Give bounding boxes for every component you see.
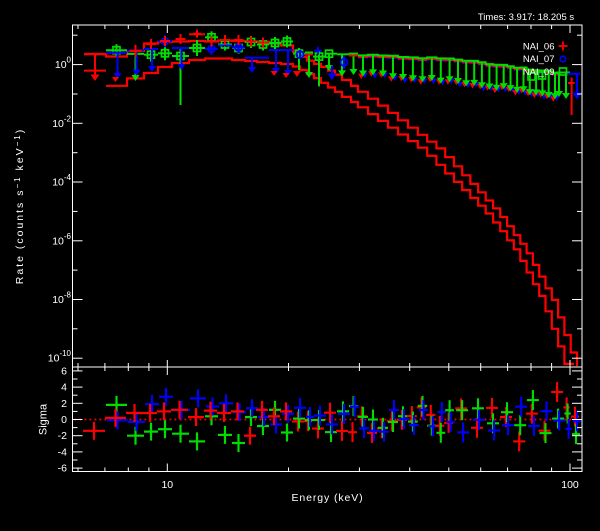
- svg-text:6: 6: [61, 365, 67, 377]
- svg-text:Sigma: Sigma: [38, 403, 50, 435]
- svg-text:-6: -6: [58, 463, 67, 475]
- svg-text:-4: -4: [58, 446, 67, 458]
- svg-text:NAI_06: NAI_06: [523, 42, 555, 53]
- svg-text:Rate (counts s−1 keV−1): Rate (counts s−1 keV−1): [13, 128, 26, 284]
- svg-text:Times: 3.917: 18.205 s: Times: 3.917: 18.205 s: [478, 12, 575, 23]
- svg-text:2: 2: [61, 398, 67, 410]
- svg-text:4: 4: [61, 382, 67, 394]
- svg-text:NAI_07: NAI_07: [523, 54, 555, 65]
- svg-text:10: 10: [161, 479, 173, 491]
- svg-text:100: 100: [561, 479, 579, 491]
- svg-text:-2: -2: [58, 430, 67, 442]
- svg-text:0: 0: [61, 414, 67, 426]
- svg-text:Energy (keV): Energy (keV): [291, 492, 363, 504]
- svg-text:NAI_09: NAI_09: [523, 67, 555, 78]
